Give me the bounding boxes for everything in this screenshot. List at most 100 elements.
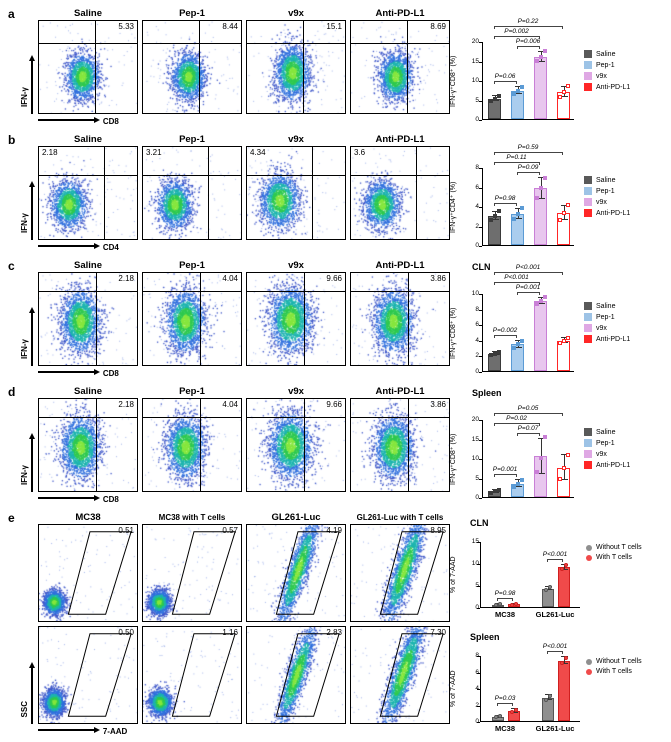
bracket-tick	[538, 171, 540, 175]
bracket-tick	[493, 335, 495, 339]
gate-percentage: 0.50	[118, 628, 134, 637]
gate-polygon	[351, 627, 449, 723]
gate-vertical-line	[94, 21, 96, 113]
y-tick-label: 10	[471, 455, 479, 462]
flow-plots-row-a: Saline 5.33 IFN-γ CD8 Pep-1	[20, 8, 450, 132]
gate-percentage: 1.16	[222, 628, 238, 637]
gate-percentage: 4.04	[222, 400, 238, 409]
flow-plot-title: GL261-Luc	[271, 512, 321, 523]
panel-e-charts: CLN % of 7-AAD 0 5 10 15 MC38 GL261-Luc P=0.98 P<…	[450, 518, 662, 737]
gate-vertical-line	[415, 147, 417, 239]
x-axis-arrow	[38, 497, 95, 499]
x-axis-arrowhead-icon	[93, 727, 100, 733]
y-axis-label: IFN-γ	[20, 213, 29, 234]
y-tick-mark	[479, 439, 482, 441]
data-point	[492, 489, 497, 494]
gate-percentage: 8.44	[222, 22, 238, 31]
flow-plot: Pep-1 4.04	[142, 260, 242, 371]
y-tick-mark	[479, 498, 482, 499]
bracket-tick	[538, 161, 540, 165]
y-tick-label: 5	[475, 474, 479, 482]
y-axis-title: IFN-γ⁺CD8⁺ (%)	[450, 433, 457, 485]
bracket-tick	[561, 412, 563, 416]
x-axis-arrowhead-icon	[93, 117, 100, 123]
gate-vertical-line	[302, 21, 304, 113]
flow-plot: Anti-PD-L1 3.86	[350, 386, 450, 497]
error-bar-cap	[511, 711, 518, 713]
flow-plot-box: 0.51	[38, 524, 138, 622]
gate-percentage: 2.18	[118, 400, 134, 409]
p-value-label: P=0.002	[504, 27, 529, 35]
flow-plot-title: Pep-1	[179, 8, 205, 19]
gate-vertical-line	[407, 399, 409, 491]
gate-percentage: 0.51	[118, 526, 134, 535]
data-point	[511, 484, 516, 489]
y-tick-mark	[479, 309, 482, 311]
error-bar-cap	[537, 437, 545, 439]
y-tick-mark	[479, 372, 482, 373]
gate-polygon	[247, 627, 345, 723]
p-value-label: P=0.03	[494, 695, 516, 703]
bracket-tick	[538, 422, 540, 426]
gate-percentage: 3.21	[146, 148, 162, 157]
flow-plot-title: v9x	[288, 8, 304, 19]
y-tick-mark	[479, 207, 482, 208]
error-bar-cap	[560, 337, 568, 339]
legend-item: v9x	[584, 450, 630, 458]
data-point	[488, 490, 493, 495]
flow-plot-box: 4.04	[142, 272, 242, 366]
flow-plot-box: 3.86	[350, 272, 450, 366]
y-tick-label: 20	[471, 416, 479, 423]
y-tick-mark	[479, 246, 482, 247]
data-point	[560, 567, 564, 572]
bracket-tick	[516, 171, 518, 175]
y-tick-mark	[479, 120, 482, 121]
legend: Without T cells With T cells	[586, 658, 642, 678]
significance-bracket	[493, 335, 517, 337]
x-category-label: MC38	[494, 610, 515, 619]
panel-b: b Saline 2.18 IFN-γ CD4 Pep-1	[8, 134, 667, 258]
legend-swatch	[584, 324, 592, 332]
error-bar-cap	[537, 472, 545, 474]
flow-plot: v9x 15.1	[246, 8, 346, 119]
y-axis-arrow	[31, 668, 33, 724]
y-tick-label: 10	[471, 290, 479, 297]
legend-dot	[586, 658, 592, 665]
flow-plot-box: 3.6	[350, 146, 450, 240]
data-point	[561, 465, 566, 470]
legend-dot	[586, 554, 592, 561]
x-category-label: MC38	[494, 724, 515, 733]
bracket-tick	[497, 703, 498, 707]
data-point	[519, 84, 524, 89]
y-axis-label: IFN-γ	[20, 87, 29, 108]
flow-plot-box: 3.86	[350, 398, 450, 492]
panel-letter-b: b	[8, 133, 16, 147]
gate-horizontal-line	[247, 43, 345, 45]
significance-bracket	[547, 559, 563, 561]
gate-percentage: 4.34	[250, 148, 266, 157]
bracket-tick	[515, 474, 517, 478]
gate-horizontal-line	[247, 291, 345, 293]
legend-item: v9x	[584, 198, 630, 206]
data-point	[514, 601, 518, 606]
gate-percentage: 3.86	[430, 274, 446, 283]
bar-chart-spleen-7aad: Spleen % of 7-AAD 0 2 4 6 8 MC38 GL261-Luc P=0.03…	[450, 632, 662, 736]
data-point	[496, 94, 501, 98]
p-value-label: P=0.05	[517, 404, 539, 412]
flow-plot-box: 8.69	[350, 20, 450, 114]
significance-bracket	[547, 651, 563, 653]
legend-label: With T cells	[596, 668, 632, 675]
data-point	[496, 349, 501, 354]
gate-horizontal-line	[247, 417, 345, 419]
error-bar	[564, 565, 565, 570]
gate-horizontal-line	[143, 43, 241, 45]
bracket-tick	[493, 202, 495, 206]
y-tick-label: 0	[475, 368, 479, 375]
bracket-tick	[493, 422, 495, 426]
data-point	[538, 298, 543, 303]
y-tick-mark	[479, 187, 482, 189]
flow-plot: Saline 2.18 IFN-γ CD8	[20, 386, 138, 504]
legend-dot	[586, 544, 592, 551]
x-axis-label: 7-AAD	[102, 727, 128, 736]
gate-vertical-line	[95, 399, 97, 491]
